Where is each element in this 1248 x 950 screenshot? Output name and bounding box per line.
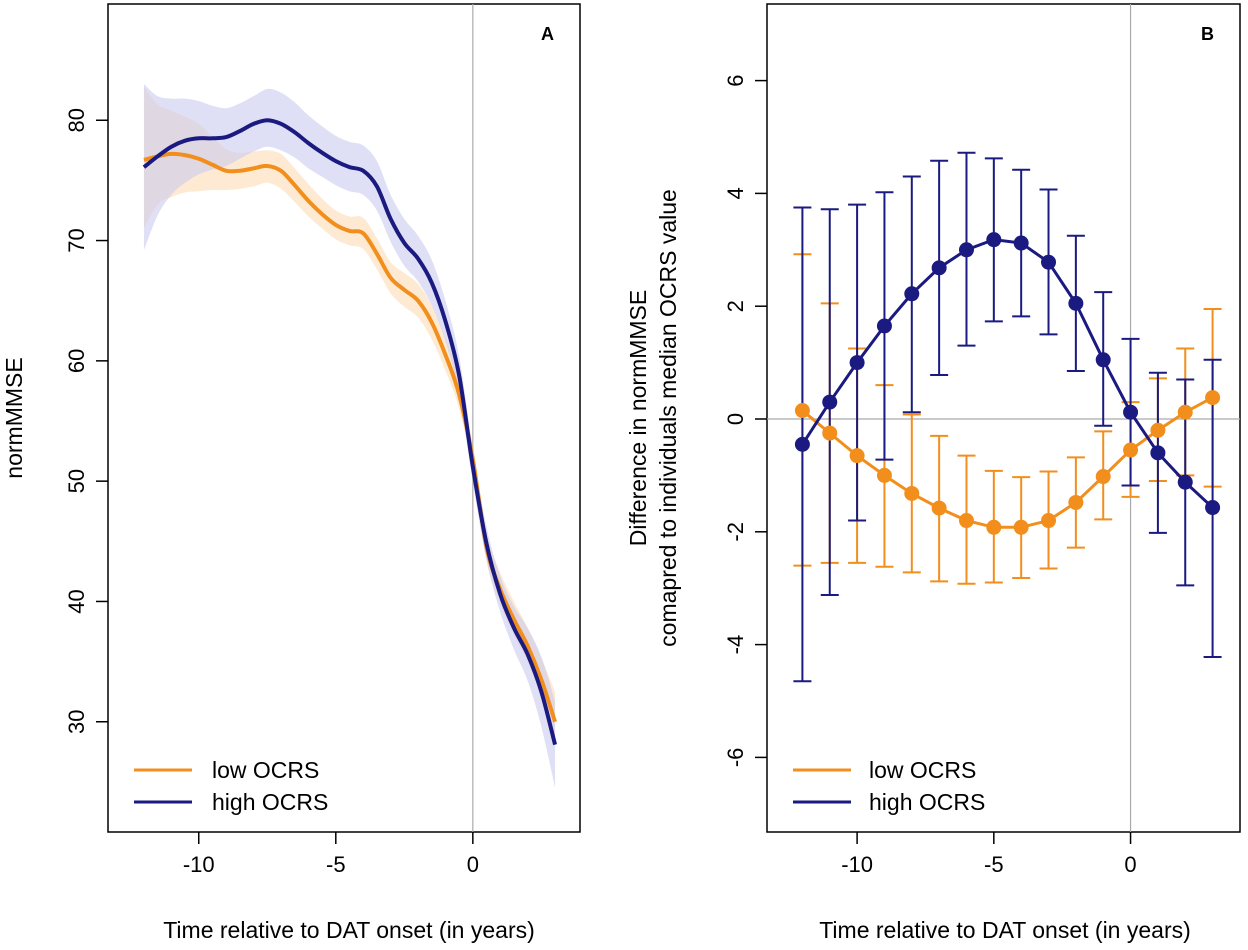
line-a-high-ocrs [142, 118, 557, 746]
panel-b-frame [766, 3, 1241, 833]
panel-a-y-tick-label: 40 [64, 589, 89, 613]
panel-a-legend: low OCRS high OCRS [134, 757, 328, 815]
panel-a-x-axis-title: Time relative to DAT onset (in years) [163, 917, 535, 943]
panel-b-x-tick-label: 0 [1124, 852, 1136, 877]
panel-b-y-tick-label: -2 [723, 522, 748, 542]
panel-a-y-tick-label: 80 [64, 108, 89, 132]
panel-b-x-axis: -10 -5 0 [841, 832, 1137, 877]
panel-b-error-bars [793, 151, 1222, 683]
legend-b-high-label: high OCRS [869, 789, 985, 815]
line-b-low-ocrs [801, 396, 1214, 529]
point-b-low-ocrs [1095, 469, 1111, 485]
point-b-high-ocrs [1095, 352, 1111, 368]
panel-a-frame [107, 3, 581, 833]
panel-a-y-tick-label: 70 [64, 228, 89, 252]
point-b-low-ocrs [1150, 422, 1166, 438]
point-b-low-ocrs [876, 467, 892, 483]
point-b-high-ocrs [876, 318, 892, 334]
panel-a-tag: A [541, 24, 554, 44]
panel-b-legend: low OCRS high OCRS [793, 757, 985, 815]
legend-a-low-label: low OCRS [212, 757, 319, 783]
point-b-high-ocrs [849, 355, 865, 371]
panel-b-x-axis-title: Time relative to DAT onset (in years) [819, 917, 1191, 943]
point-b-low-ocrs [1123, 442, 1139, 458]
panel-b-y-axis: -6 -4 -2 0 2 4 6 [723, 74, 767, 767]
point-b-high-ocrs [794, 436, 810, 452]
point-b-high-ocrs [958, 242, 974, 258]
point-b-high-ocrs [904, 286, 920, 302]
point-b-high-ocrs [931, 260, 947, 276]
panel-b-y-tick-label: 6 [723, 74, 748, 86]
point-b-high-ocrs [1150, 445, 1166, 461]
panel-a-line-chart: A -10 -5 0 30 40 50 60 70 80 Time relative to D… [1, 3, 581, 943]
point-b-low-ocrs [904, 485, 920, 501]
panel-a-x-tick-label: -10 [183, 852, 215, 877]
point-b-low-ocrs [1205, 390, 1221, 406]
panel-a-y-tick-label: 60 [64, 349, 89, 373]
line-b-high-ocrs [801, 238, 1214, 509]
panel-b-reference-lines [767, 4, 1240, 832]
panel-b-x-tick-label: -5 [984, 852, 1004, 877]
point-b-high-ocrs [1177, 474, 1193, 490]
legend-a-high-label: high OCRS [212, 789, 328, 815]
point-b-low-ocrs [794, 403, 810, 419]
panel-a-series-lines [142, 118, 557, 746]
legend-b-low-label: low OCRS [869, 757, 976, 783]
point-b-low-ocrs [822, 425, 838, 441]
point-b-high-ocrs [822, 394, 838, 410]
point-b-low-ocrs [931, 500, 947, 516]
point-b-high-ocrs [1068, 295, 1084, 311]
panel-b-tag: B [1201, 24, 1214, 44]
point-b-low-ocrs [1177, 404, 1193, 420]
point-b-high-ocrs [986, 232, 1002, 248]
panel-b-y-tick-label: 4 [723, 187, 748, 199]
panel-b-y-tick-label: -6 [723, 748, 748, 768]
panel-b-line-chart: B -10 -5 0 -6 -4 -2 0 2 4 6 Time relative to DAT… [625, 3, 1241, 943]
panel-b-series-points [794, 232, 1221, 535]
panel-b-y-tick-label: -4 [723, 635, 748, 655]
panel-b-y-axis-title-line2: comapred to individuals median OCRS valu… [655, 189, 681, 647]
point-b-low-ocrs [986, 519, 1002, 535]
point-b-high-ocrs [1205, 500, 1221, 516]
point-b-low-ocrs [849, 448, 865, 464]
panel-b-y-tick-label: 0 [723, 413, 748, 425]
point-b-low-ocrs [1068, 494, 1084, 510]
panel-a-y-axis: 30 40 50 60 70 80 [64, 108, 108, 734]
panel-b-series-lines [801, 238, 1214, 529]
panel-a-confidence-bands [143, 84, 556, 788]
point-b-low-ocrs [1041, 513, 1057, 529]
panel-b-y-axis-title-line1: Difference in normMMSE [625, 290, 651, 547]
panel-a-x-axis: -10 -5 0 [183, 832, 479, 877]
panel-b-y-tick-label: 2 [723, 300, 748, 312]
panel-b-x-tick-label: -10 [841, 852, 873, 877]
point-b-high-ocrs [1041, 254, 1057, 270]
panel-a-y-tick-label: 30 [64, 710, 89, 734]
panel-a-x-tick-label: -5 [326, 852, 346, 877]
point-b-high-ocrs [1013, 235, 1029, 251]
panel-a-y-axis-title: normMMSE [1, 357, 27, 478]
point-b-low-ocrs [958, 513, 974, 529]
panel-a-x-tick-label: 0 [467, 852, 479, 877]
panel-a-y-tick-label: 50 [64, 469, 89, 493]
point-b-low-ocrs [1013, 519, 1029, 535]
point-b-high-ocrs [1123, 404, 1139, 420]
